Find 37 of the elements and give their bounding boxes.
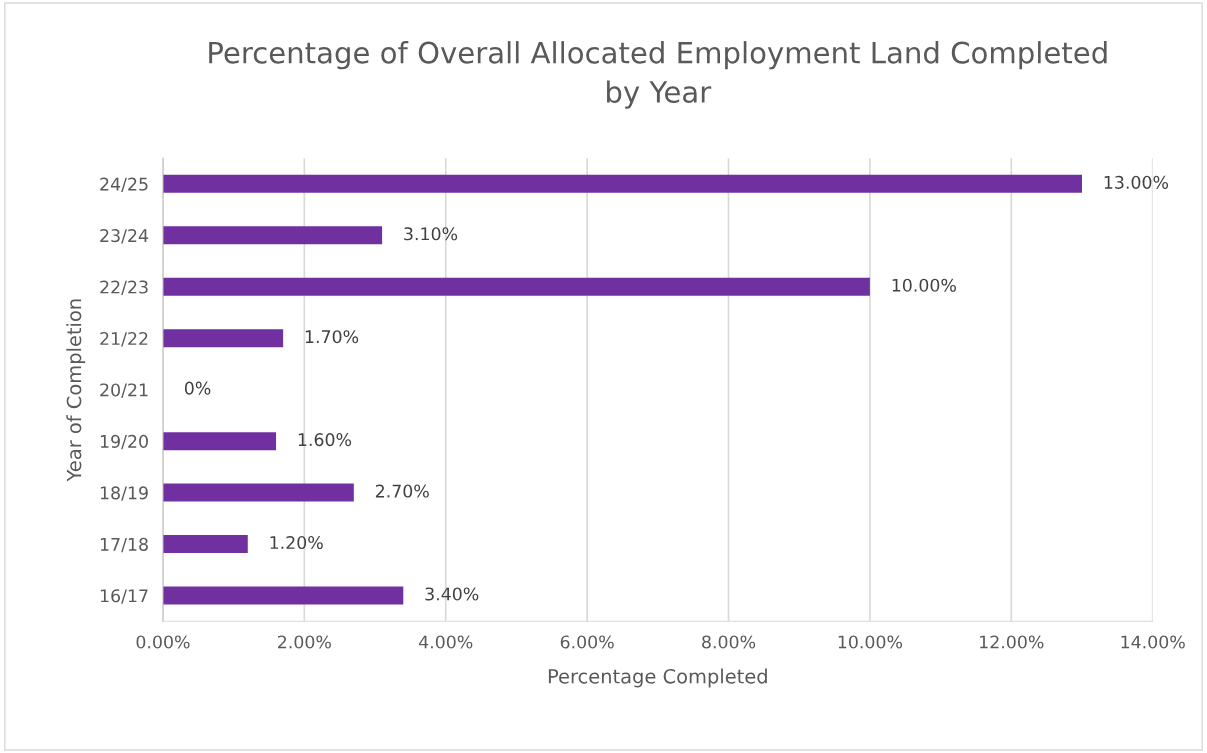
y-tick-label: 21/22 — [100, 331, 148, 347]
y-tick-label: 23/24 — [100, 229, 149, 244]
data-label: 3.40% — [425, 587, 479, 601]
data-label: 1.60% — [298, 433, 352, 447]
x-tick-label: 10.00% — [838, 635, 903, 649]
bar — [162, 277, 870, 296]
chart-title: Percentage of Overall Allocated Employment Land Completed by Year — [209, 41, 1107, 109]
y-tick-label: 19/20 — [100, 434, 148, 450]
y-tick-label: 22/23 — [100, 280, 148, 295]
y-tick-label: 24/25 — [100, 177, 148, 193]
bar — [162, 329, 284, 348]
bar — [162, 535, 248, 554]
y-tick-label: 20/21 — [100, 383, 148, 398]
data-label: 1.20% — [270, 535, 323, 550]
bar — [162, 174, 1082, 193]
data-label: 2.70% — [375, 484, 429, 498]
bar — [162, 432, 277, 451]
x-tick-label: 12.00% — [980, 635, 1044, 649]
bar — [162, 483, 354, 502]
data-label: 0% — [184, 381, 211, 395]
y-tick-label: 16/17 — [100, 589, 148, 604]
y-tick-label: 18/19 — [100, 486, 148, 501]
x-axis-title: Percentage Completed — [548, 668, 767, 688]
bar — [162, 586, 404, 605]
x-tick-label: 14.00% — [1121, 635, 1185, 649]
data-label: 13.00% — [1104, 175, 1169, 189]
bar — [162, 226, 383, 245]
data-label: 3.10% — [404, 227, 458, 241]
y-axis-title: Year of Completion — [66, 299, 86, 482]
data-label: 10.00% — [892, 278, 956, 292]
data-label: 1.70% — [305, 330, 359, 344]
x-tick-label: 6.00% — [560, 635, 614, 649]
x-tick-label: 4.00% — [419, 635, 473, 649]
x-tick-label: 0.00% — [136, 635, 190, 649]
x-tick-label: 2.00% — [278, 635, 331, 649]
y-tick-label: 17/18 — [100, 537, 148, 553]
x-tick-label: 8.00% — [702, 635, 756, 649]
